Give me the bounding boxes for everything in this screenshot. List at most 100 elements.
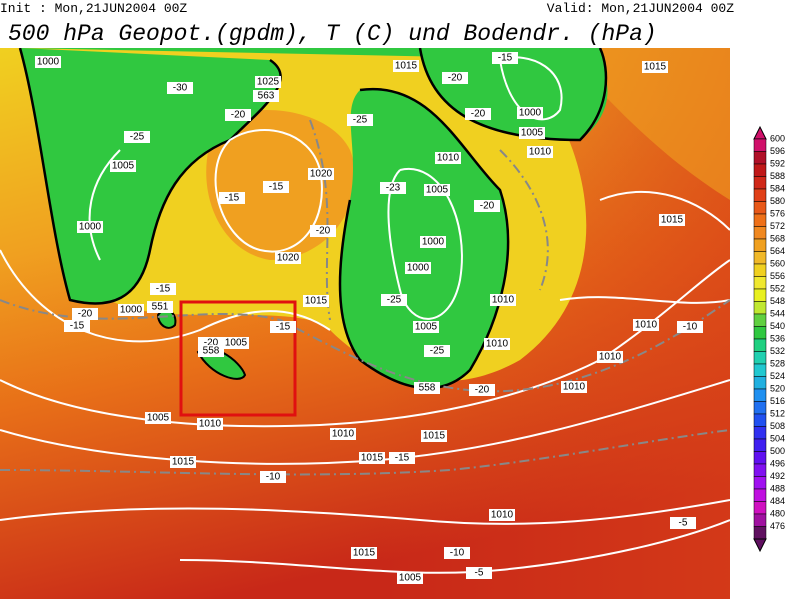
contour-label: 1020	[277, 253, 300, 264]
label-background	[110, 160, 136, 172]
label-background	[389, 452, 415, 464]
label-background	[255, 76, 281, 88]
contour-label: 1005	[147, 413, 170, 424]
label-background	[465, 108, 491, 120]
colorbar-swatch	[753, 488, 767, 502]
colorbar-label: 540	[770, 321, 785, 331]
contour-label: 1010	[437, 153, 460, 164]
label-background	[380, 182, 406, 194]
label-background	[198, 345, 224, 357]
contour-label: -25	[130, 132, 145, 143]
colorbar-swatch	[753, 163, 767, 177]
label-background	[219, 192, 245, 204]
label-background	[124, 131, 150, 143]
contour-label: 1000	[407, 263, 430, 274]
label-background	[359, 452, 385, 464]
label-background	[444, 547, 470, 559]
contour-label: -20	[78, 309, 93, 320]
label-background	[633, 319, 659, 331]
contour-label: 1015	[353, 548, 376, 559]
label-background	[413, 321, 439, 333]
label-background	[77, 221, 103, 233]
colorbar-label: 552	[770, 283, 785, 293]
colorbar-swatch	[753, 251, 767, 265]
map-area: 1000-30-25100510001025563-20-151020-1510…	[0, 48, 730, 599]
contour-label: 1005	[399, 573, 422, 584]
contour-label: -23	[386, 183, 401, 194]
label-background	[519, 127, 545, 139]
colorbar-label: 520	[770, 383, 785, 393]
colorbar-swatch	[753, 301, 767, 315]
contour-label: -15	[276, 322, 291, 333]
colorbar-swatch	[753, 451, 767, 465]
colorbar-swatch	[753, 351, 767, 365]
label-background	[474, 200, 500, 212]
colorbar-label: 532	[770, 346, 785, 356]
label-background	[489, 509, 515, 521]
colorbar-label: 556	[770, 271, 785, 281]
label-background	[167, 82, 193, 94]
label-background	[35, 56, 61, 68]
colorbar-swatch	[753, 388, 767, 402]
colorbar-label: 564	[770, 246, 785, 256]
label-background	[424, 184, 450, 196]
colorbar-label: 576	[770, 208, 785, 218]
label-background	[64, 320, 90, 332]
contour-label: 1015	[644, 62, 667, 73]
contour-label: -15	[269, 182, 284, 193]
contour-label: 1000	[422, 237, 445, 248]
colorbar-label: 476	[770, 521, 785, 531]
label-background	[659, 214, 685, 226]
contour-label: -15	[395, 453, 410, 464]
contour-label: 1000	[79, 222, 102, 233]
label-background	[72, 308, 98, 320]
contour-label: -10	[683, 322, 698, 333]
contour-label: 1010	[563, 382, 586, 393]
contour-label: -20	[316, 226, 331, 237]
contour-label: 1010	[491, 510, 514, 521]
contour-label: 1015	[172, 457, 195, 468]
label-background	[118, 304, 144, 316]
colorbar-swatch	[753, 313, 767, 327]
contour-label: -15	[156, 284, 171, 295]
colorbar-label: 512	[770, 408, 785, 418]
label-background	[490, 294, 516, 306]
label-background	[381, 294, 407, 306]
contour-label: 1005	[426, 185, 449, 196]
label-background	[469, 384, 495, 396]
label-background	[435, 152, 461, 164]
label-background	[517, 107, 543, 119]
init-time: Init : Mon,21JUN2004 00Z	[0, 1, 187, 16]
colorbar-label: 480	[770, 508, 785, 518]
contour-label: -5	[679, 518, 688, 529]
label-background	[484, 338, 510, 350]
label-background	[223, 337, 249, 349]
colorbar-label: 528	[770, 358, 785, 368]
label-background	[308, 168, 334, 180]
label-background	[670, 517, 696, 529]
label-background	[347, 114, 373, 126]
contour-label: 1005	[415, 322, 438, 333]
contour-label: -20	[471, 109, 486, 120]
colorbar-top-arrow	[753, 125, 767, 140]
contour-label: -15	[225, 193, 240, 204]
label-background	[197, 418, 223, 430]
label-background	[150, 283, 176, 295]
contour-label: 1015	[361, 453, 384, 464]
contour-label: -25	[387, 295, 402, 306]
colorbar-swatch	[753, 151, 767, 165]
colorbar-swatch	[753, 413, 767, 427]
label-background	[527, 146, 553, 158]
colorbar-label: 544	[770, 308, 785, 318]
colorbar-label: 592	[770, 158, 785, 168]
contour-label: 1010	[486, 339, 509, 350]
contour-label: -10	[450, 548, 465, 559]
label-background	[677, 321, 703, 333]
label-background	[642, 61, 668, 73]
colorbar-label: 568	[770, 233, 785, 243]
colorbar-swatch	[753, 213, 767, 227]
label-background	[170, 456, 196, 468]
contour-label: -10	[266, 472, 281, 483]
